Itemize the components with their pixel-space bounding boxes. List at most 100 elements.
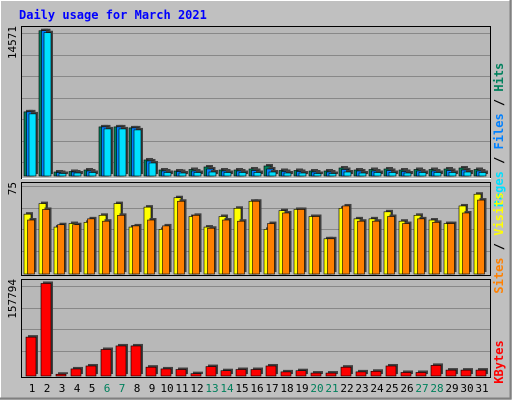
day-label: 21 (325, 382, 338, 395)
bar-pages-day-3-face (58, 173, 67, 177)
day-label: 14 (220, 382, 234, 395)
bar-sites-day-2 (42, 207, 52, 275)
bar-kbytes-day-7 (115, 343, 128, 377)
bar-pages-day-4 (73, 170, 83, 177)
bar-kbytes-day-24-face (370, 370, 382, 377)
bar-pages-day-8-face (133, 129, 142, 177)
bar-kbytes-day-2-face (40, 283, 52, 377)
legend-hits-files-pages: Pages / Files / Hits (492, 63, 506, 208)
bar-pages-day-20-face (313, 173, 322, 177)
bar-pages-day-29 (448, 170, 458, 177)
bar-pages-day-22-face (343, 171, 352, 177)
bar-kbytes-day-22 (340, 365, 353, 377)
day-label: 17 (265, 382, 278, 395)
bar-sites-day-4-face (72, 224, 80, 275)
bar-sites-day-16-face (252, 200, 260, 275)
bar-pages-day-23 (358, 170, 368, 177)
bar-sites-day-18 (282, 210, 292, 275)
bar-kbytes-day-20-shadow (313, 371, 323, 374)
bar-pages-day-19-face (298, 172, 307, 177)
panel-kbytes (21, 279, 491, 378)
bar-pages-day-8 (133, 127, 143, 177)
bar-kbytes-day-16-face (250, 369, 262, 377)
bar-kbytes-day-27-face (415, 372, 427, 377)
bar-kbytes-day-18 (280, 369, 293, 377)
bar-pages-day-31-face (478, 172, 487, 177)
bar-sites-day-13-face (207, 227, 215, 275)
bar-kbytes-day-3-shadow (58, 372, 68, 374)
bar-sites-day-22-face (342, 205, 350, 275)
legend-files: Files (492, 113, 506, 149)
bar-kbytes-day-4 (70, 366, 83, 377)
legend-sep: / (492, 243, 506, 250)
bars (23, 28, 488, 377)
day-label: 13 (205, 382, 218, 395)
bar-pages-day-5-face (88, 172, 97, 177)
bar-kbytes-day-30-face (460, 369, 472, 377)
bar-kbytes-day-19-face (295, 370, 307, 377)
bar-pages-day-5 (88, 170, 98, 177)
bar-sites-day-26 (402, 221, 412, 275)
day-label: 19 (295, 382, 308, 395)
day-label: 8 (134, 382, 141, 395)
bar-sites-day-21 (327, 236, 337, 275)
bar-sites-day-14 (222, 218, 232, 275)
bar-pages-day-28 (433, 170, 443, 177)
ymax-label-hits: 14571 (6, 26, 19, 59)
bar-pages-day-21-shadow (331, 171, 338, 174)
bar-pages-day-10 (163, 170, 173, 177)
day-label: 15 (235, 382, 248, 395)
bar-pages-day-28-face (433, 172, 442, 177)
day-label: 31 (475, 382, 488, 395)
bar-kbytes-day-29-face (445, 369, 457, 377)
bar-sites-day-24-face (372, 220, 380, 275)
bar-pages-day-1-face (28, 113, 37, 177)
bar-kbytes-day-17-face (265, 365, 277, 377)
bar-kbytes-day-2 (40, 281, 53, 377)
bar-sites-day-14-face (222, 219, 230, 275)
day-label: 4 (74, 382, 81, 395)
bar-kbytes-day-1-face (25, 336, 37, 377)
bar-sites-day-1 (27, 218, 37, 275)
bar-sites-day-22 (342, 203, 352, 275)
bar-sites-day-7 (117, 213, 127, 275)
bar-kbytes-day-25 (385, 363, 398, 377)
bar-pages-day-12 (193, 170, 203, 177)
bar-sites-day-19 (297, 207, 307, 275)
bar-sites-day-2-face (42, 209, 50, 275)
bar-pages-day-27 (418, 170, 428, 177)
bar-pages-day-15 (238, 170, 248, 177)
bar-kbytes-day-22-face (340, 366, 352, 377)
panel-plot-area (21, 26, 491, 179)
bar-sites-day-24 (372, 219, 382, 275)
bar-kbytes-day-12 (190, 371, 203, 377)
day-label: 20 (310, 382, 323, 395)
bar-sites-day-21-face (327, 238, 335, 275)
bar-kbytes-day-21-shadow (328, 371, 338, 374)
bar-pages-day-22 (343, 169, 353, 177)
day-label: 18 (280, 382, 293, 395)
legend-kbytes: KBytes (492, 340, 506, 383)
bar-kbytes-day-16 (250, 367, 263, 377)
bar-pages-day-19 (298, 170, 308, 177)
bar-pages-day-23-face (358, 172, 367, 177)
bar-kbytes-day-15-face (235, 369, 247, 377)
day-labels: 1 2 3 4 5 6 7 8 9 10 11 12 13 14 15 16 17 18 19 20 21 22 23 24 2… (29, 382, 489, 395)
bar-kbytes-day-14-face (220, 370, 232, 377)
day-label: 26 (400, 382, 413, 395)
bar-sites-day-28 (432, 220, 442, 275)
bar-pages-day-14-face (223, 172, 232, 177)
bar-sites-day-29-face (447, 223, 455, 275)
bar-kbytes-day-4-face (70, 368, 82, 377)
bar-kbytes-day-21 (325, 371, 338, 377)
bar-kbytes-day-28 (430, 363, 443, 377)
day-label: 27 (415, 382, 428, 395)
day-label: 16 (250, 382, 263, 395)
day-label: 23 (355, 382, 368, 395)
legend-visits: Visits (492, 192, 506, 235)
bar-sites-day-4 (72, 222, 82, 275)
bar-pages-day-12-face (193, 172, 202, 177)
bar-pages-day-20 (313, 171, 323, 177)
bar-pages-day-11-shadow (181, 170, 188, 174)
bar-sites-day-27 (417, 216, 427, 275)
